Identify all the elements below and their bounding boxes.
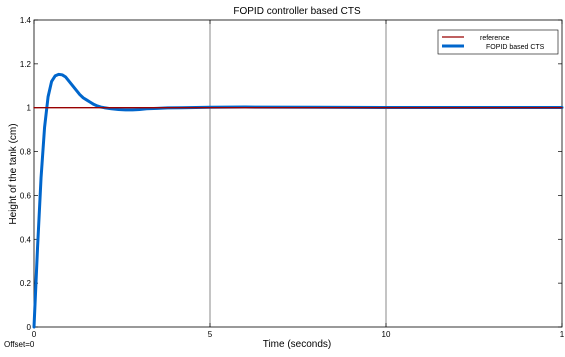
series-line-fopid bbox=[32, 72, 564, 329]
x-tick-label: 10 bbox=[382, 330, 391, 339]
offset-status-text: Offset=0 bbox=[4, 340, 35, 349]
plot-frame bbox=[33, 19, 563, 328]
axes: 0 5 10 100.20.40.60.811.21.4 bbox=[20, 16, 565, 339]
y-tick-label: 1.4 bbox=[20, 16, 32, 25]
y-tick-label: 1.2 bbox=[20, 60, 32, 69]
x-axis-label: Time (seconds) bbox=[263, 339, 332, 350]
x-tick-label: 1 bbox=[560, 330, 565, 339]
grid bbox=[209, 20, 387, 327]
legend-box bbox=[437, 29, 559, 55]
y-tick-label: 0.4 bbox=[20, 235, 32, 244]
y-tick-label: 0.6 bbox=[20, 191, 32, 200]
x-tick-label: 5 bbox=[208, 330, 213, 339]
legend-label: reference bbox=[480, 35, 510, 42]
y-tick-label: 0 bbox=[27, 323, 32, 332]
y-tick-label: 0.2 bbox=[20, 279, 32, 288]
series-lines bbox=[32, 72, 564, 329]
y-axis-label: Height of the tank (cm) bbox=[8, 123, 19, 224]
chart-title: FOPID controller based CTS bbox=[233, 6, 361, 17]
legend-label: FOPID based CTS bbox=[486, 44, 545, 51]
y-tick-label: 1 bbox=[27, 104, 32, 113]
legend: reference FOPID based CTS bbox=[437, 29, 559, 55]
y-tick-label: 0.8 bbox=[20, 148, 32, 157]
x-tick-label: 0 bbox=[32, 330, 37, 339]
